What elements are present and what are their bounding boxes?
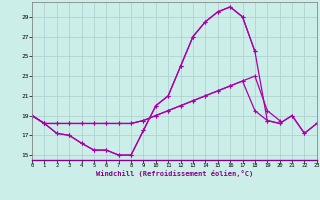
X-axis label: Windchill (Refroidissement éolien,°C): Windchill (Refroidissement éolien,°C) bbox=[96, 170, 253, 177]
